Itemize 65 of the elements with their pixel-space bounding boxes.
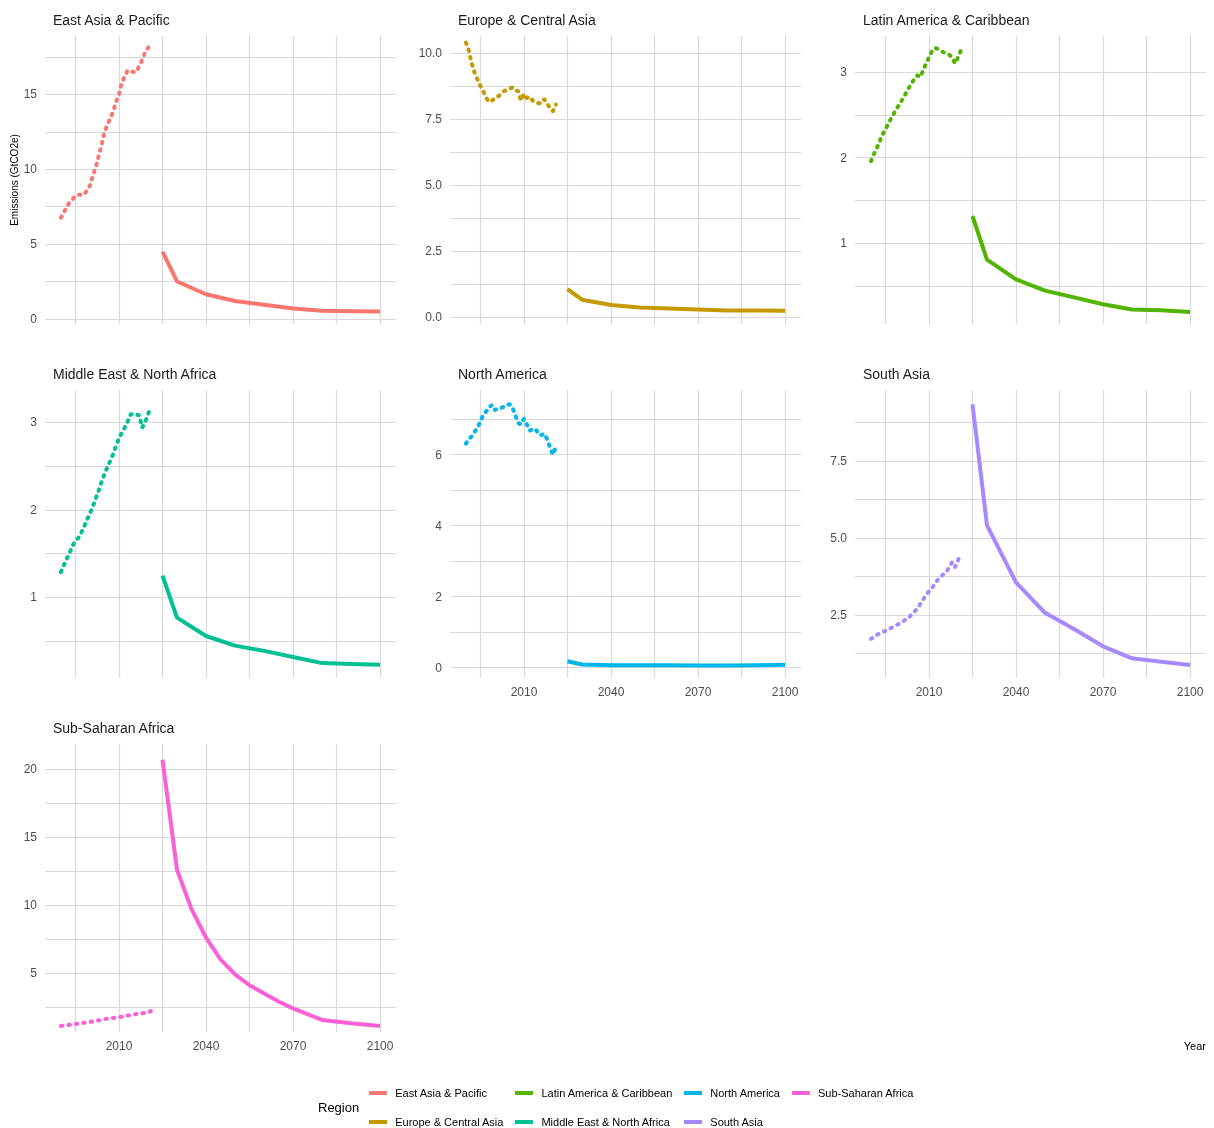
y-tick-label: 7.5 (425, 112, 443, 127)
chart-title: Middle East & North Africa (53, 366, 217, 382)
y-tick-label: 3 (840, 65, 848, 79)
chart-title: East Asia & Pacific (53, 12, 170, 28)
line-series (58, 1009, 153, 1029)
x-tick-label: 2040 (1002, 685, 1030, 699)
y-tick-label: 2 (840, 150, 848, 165)
x-tick-label: 2010 (105, 1039, 133, 1053)
y-tick-label: 10.0 (418, 46, 443, 61)
line-series (160, 757, 383, 1029)
x-tick-label: 2040 (192, 1039, 220, 1053)
y-tick-label: 10 (23, 898, 38, 913)
line-series (463, 402, 558, 457)
y-tick-label: 10 (23, 162, 38, 177)
x-tick-label: 2070 (279, 1039, 307, 1053)
y-tick-label: 20 (23, 762, 38, 777)
x-tick-label: 2010 (510, 685, 538, 699)
legend-label: Latin America & Caribbean (541, 1086, 673, 1099)
y-tick-label: 2.5 (830, 607, 848, 622)
line-series (868, 46, 963, 164)
y-tick-label: 2.5 (425, 243, 443, 258)
legend-label: Sub-Saharan Africa (818, 1086, 914, 1099)
legend-label: Europe & Central Asia (395, 1115, 504, 1128)
legend-label: Middle East & North Africa (541, 1115, 670, 1128)
chart-title: Sub-Saharan Africa (53, 720, 175, 736)
y-tick-label: 1 (30, 590, 38, 605)
legend-label: North America (710, 1086, 780, 1099)
y-tick-label: 0.0 (425, 309, 443, 324)
y-tick-label: 5.0 (830, 531, 848, 545)
y-tick-label: 0 (435, 660, 443, 675)
y-tick-label: 5 (30, 237, 38, 252)
line-series (160, 249, 383, 314)
y-axis-title: Emissions (GtCO2e) (8, 134, 20, 226)
chart-title: North America (458, 366, 547, 382)
y-tick-label: 2 (435, 589, 443, 604)
x-tick-label: 2040 (597, 685, 625, 699)
x-tick-label: 2100 (1176, 685, 1204, 699)
chart-title: Europe & Central Asia (458, 12, 596, 28)
legend-label: East Asia & Pacific (395, 1086, 487, 1099)
y-tick-label: 0 (30, 311, 38, 326)
y-tick-label: 4 (435, 518, 443, 533)
line-series (565, 287, 788, 313)
y-tick-label: 2 (30, 502, 38, 517)
y-tick-label: 3 (30, 415, 38, 430)
x-tick-label: 2100 (366, 1039, 394, 1053)
y-tick-label: 15 (23, 830, 38, 845)
legend-title: Region (318, 1099, 360, 1115)
x-axis-title: Year (1183, 1039, 1207, 1052)
x-tick-label: 2070 (1089, 685, 1117, 699)
x-tick-label: 2010 (915, 685, 943, 699)
line-series (463, 40, 558, 114)
chart-title: Latin America & Caribbean (863, 12, 1030, 28)
line-series (970, 214, 1193, 314)
legend-label: South Asia (710, 1115, 763, 1128)
y-tick-label: 5 (30, 966, 38, 981)
y-tick-label: 1 (840, 236, 848, 251)
y-tick-label: 7.5 (830, 454, 848, 469)
y-tick-label: 5.0 (425, 178, 443, 193)
x-tick-label: 2100 (771, 685, 799, 699)
line-series (160, 573, 383, 667)
y-tick-label: 15 (23, 87, 38, 102)
chart-title: South Asia (863, 366, 931, 382)
x-tick-label: 2070 (684, 685, 712, 699)
line-series (970, 402, 1193, 668)
y-tick-label: 6 (435, 447, 443, 462)
